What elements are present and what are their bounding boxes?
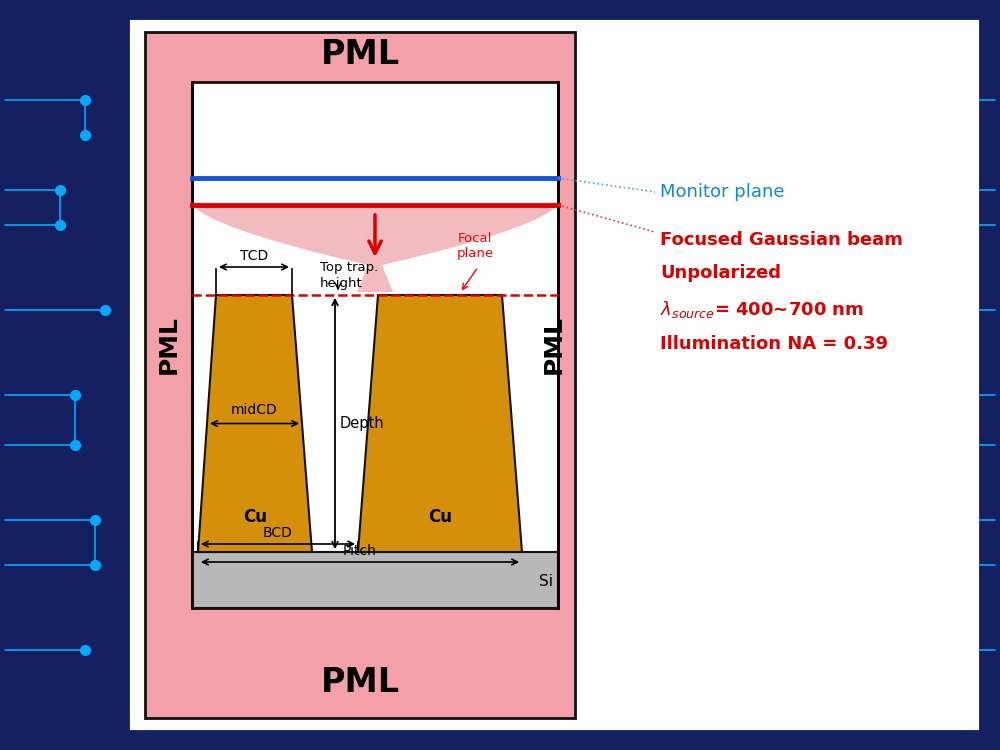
Text: Focal
plane: Focal plane: [456, 232, 494, 260]
Text: TCD: TCD: [240, 249, 268, 263]
FancyBboxPatch shape: [572, 25, 977, 725]
Text: PML: PML: [156, 316, 180, 374]
Text: midCD: midCD: [231, 403, 278, 416]
Text: PML: PML: [542, 316, 566, 374]
Text: PML: PML: [320, 665, 400, 698]
FancyBboxPatch shape: [132, 22, 977, 728]
FancyBboxPatch shape: [192, 552, 558, 608]
Text: Monitor plane: Monitor plane: [660, 183, 784, 201]
Text: Unpolarized: Unpolarized: [660, 264, 781, 282]
Text: BCD: BCD: [263, 526, 293, 540]
Text: Focused Gaussian beam: Focused Gaussian beam: [660, 231, 903, 249]
Polygon shape: [358, 295, 522, 552]
Text: height: height: [320, 277, 363, 290]
Text: $\lambda_{source}$= 400~700 nm: $\lambda_{source}$= 400~700 nm: [660, 299, 864, 320]
FancyBboxPatch shape: [192, 82, 558, 608]
FancyBboxPatch shape: [145, 32, 575, 718]
Text: Cu: Cu: [428, 508, 452, 526]
Text: Cu: Cu: [243, 508, 267, 526]
Text: Top trap.: Top trap.: [320, 260, 378, 274]
Text: Illumination NA = 0.39: Illumination NA = 0.39: [660, 335, 888, 353]
Text: Si: Si: [539, 574, 553, 589]
Text: Pitch: Pitch: [343, 544, 377, 558]
Polygon shape: [198, 295, 312, 552]
Text: PML: PML: [320, 38, 400, 71]
Text: Depth: Depth: [340, 416, 385, 431]
Polygon shape: [194, 205, 556, 292]
